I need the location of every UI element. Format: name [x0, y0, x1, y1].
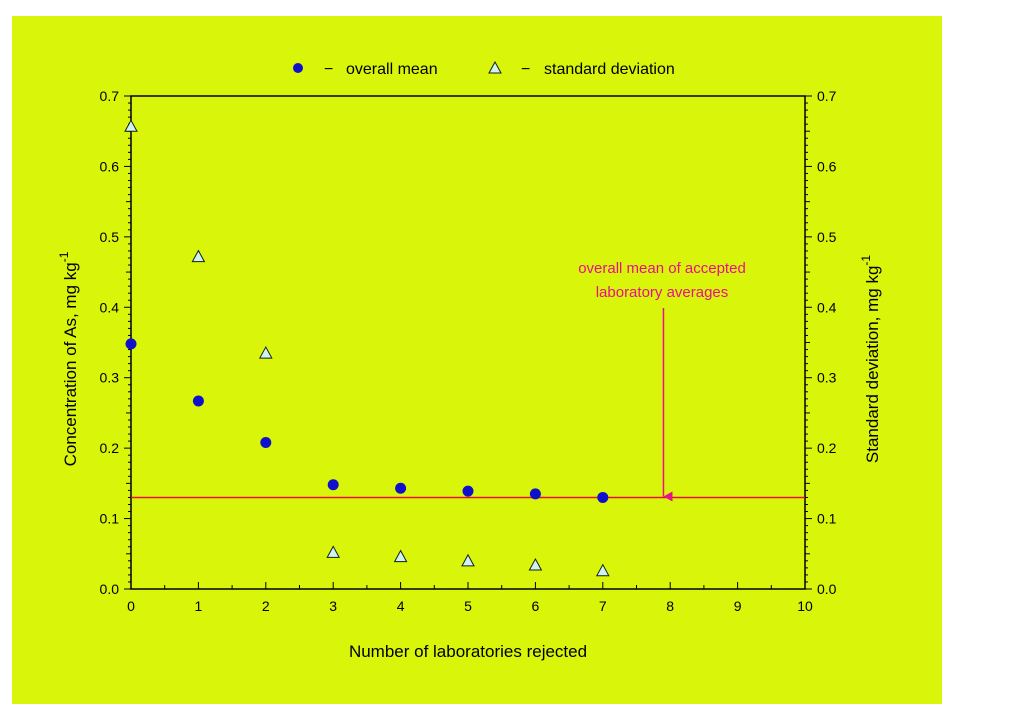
y-tick-label-left: 0.3	[100, 370, 120, 386]
x-tick-label: 9	[734, 598, 742, 614]
annotation: overall mean of accepted laboratory aver…	[578, 260, 746, 502]
legend-label-sd: standard deviation	[544, 61, 675, 78]
plot-panel: − overall mean − standard deviation 0 1 2 3…	[12, 16, 942, 704]
y-tick-label-right: 0.7	[817, 88, 837, 104]
x-tick-label: 2	[262, 598, 270, 614]
data-points	[124, 119, 610, 577]
mean-point	[260, 437, 272, 449]
annotation-line-1: overall mean of accepted	[578, 260, 746, 277]
x-tick-label: 6	[532, 598, 540, 614]
sd-point	[393, 549, 408, 563]
y-tick-label-left: 0.0	[100, 581, 120, 597]
legend-dash-mean: −	[324, 61, 333, 78]
y-axis-title-left: Concentration of As, mg kg-1	[57, 251, 80, 466]
sd-point	[528, 558, 543, 571]
x-tick-label: 1	[195, 598, 203, 614]
y-tick-label-right: 0.2	[817, 440, 837, 456]
y-tick-label-right: 0.4	[817, 299, 837, 315]
legend-circle-marker	[293, 63, 303, 73]
y-tick-label-left: 0.6	[100, 158, 120, 174]
y-axis-title-right-sup: -1	[859, 255, 873, 266]
mean-point	[462, 485, 474, 497]
x-tick-label: 8	[666, 598, 674, 614]
sd-point	[326, 545, 341, 558]
y-tick-label-left: 0.5	[100, 229, 120, 245]
mean-point	[597, 491, 609, 503]
x-tick-label: 10	[797, 598, 813, 614]
y-tick-label-left: 0.1	[100, 511, 120, 527]
x-axis-title: Number of laboratories rejected	[349, 642, 587, 661]
legend-triangle-marker	[488, 60, 502, 74]
sd-point	[124, 119, 138, 132]
sd-point	[191, 249, 206, 263]
x-tick-label: 7	[599, 598, 607, 614]
plot-frame	[130, 95, 806, 590]
mean-point	[327, 479, 339, 491]
x-tick-label: 3	[329, 598, 337, 614]
y-tick-label-left: 0.7	[100, 88, 120, 104]
mean-point	[125, 338, 137, 350]
x-tick-label: 0	[127, 598, 135, 614]
sd-point	[595, 563, 610, 577]
y-tick-label-left: 0.4	[100, 299, 120, 315]
y-axis-title-left-text: Concentration of As, mg kg	[61, 262, 80, 466]
mean-point	[192, 395, 204, 407]
y-axis-title-left-sup: -1	[57, 251, 71, 262]
y-tick-label-right: 0.3	[817, 370, 837, 386]
chart-svg: − overall mean − standard deviation 0 1 2 3…	[57, 60, 882, 661]
sd-point	[461, 553, 475, 567]
axes: 0 1 2 3 4 5 6 7 8 9 100.0 0.00.1 0.10.2 0.20.3 0.30.4 0…	[100, 88, 837, 614]
y-tick-label-right: 0.1	[817, 511, 837, 527]
annotation-line-2: laboratory averages	[596, 284, 729, 301]
legend-dash-sd: −	[521, 61, 530, 78]
y-axis-title-right-text: Standard deviation, mg kg	[863, 266, 882, 464]
y-tick-label-right: 0.0	[817, 581, 837, 597]
legend-label-mean: overall mean	[346, 61, 438, 78]
sd-point	[258, 346, 273, 359]
legend: − overall mean − standard deviation	[293, 60, 675, 78]
y-tick-label-left: 0.2	[100, 440, 120, 456]
mean-point	[395, 482, 407, 494]
x-tick-label: 5	[464, 598, 472, 614]
y-axis-title-right: Standard deviation, mg kg-1	[859, 255, 882, 464]
y-tick-label-right: 0.5	[817, 229, 837, 245]
y-tick-label-right: 0.6	[817, 158, 837, 174]
x-tick-label: 4	[397, 598, 405, 614]
mean-point	[529, 488, 541, 500]
